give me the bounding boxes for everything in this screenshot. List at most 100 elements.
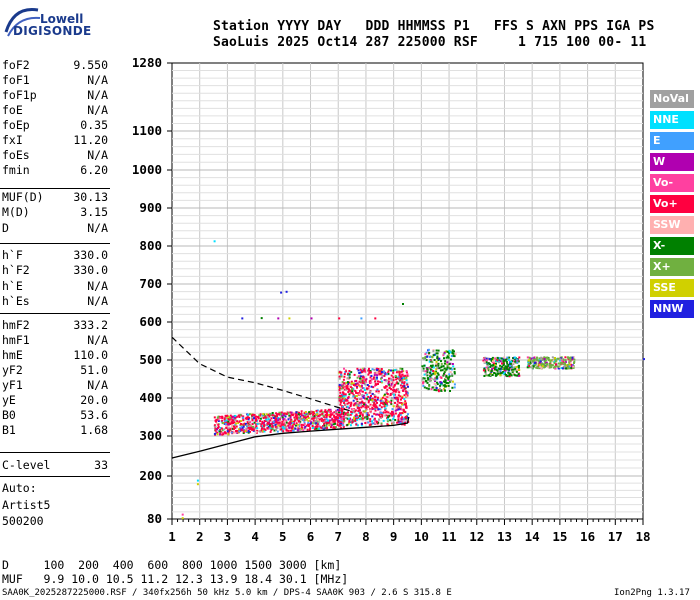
echo-point xyxy=(488,366,491,368)
echo-point xyxy=(307,425,310,427)
echo-point xyxy=(352,382,355,385)
echo-point xyxy=(295,416,298,419)
echo-point xyxy=(235,430,238,432)
echo-point xyxy=(320,417,323,420)
echo-point xyxy=(270,423,273,426)
echo-point xyxy=(271,427,274,430)
echo-point xyxy=(266,420,269,423)
echo-point xyxy=(357,406,360,409)
echo-point xyxy=(376,398,379,401)
echo-point xyxy=(347,401,350,404)
echo-point xyxy=(385,373,388,376)
echo-point xyxy=(517,366,520,369)
echo-point xyxy=(269,419,272,422)
echo-point xyxy=(255,429,258,432)
echo-point xyxy=(309,419,312,422)
echo-point xyxy=(240,429,243,432)
echo-point xyxy=(405,392,408,395)
echo-point xyxy=(363,380,366,383)
echo-point xyxy=(390,413,393,416)
echo-point xyxy=(398,406,401,409)
echo-point xyxy=(347,411,349,414)
echo-point xyxy=(328,424,331,427)
echo-point xyxy=(444,378,447,381)
echo-point xyxy=(340,393,343,396)
echo-point xyxy=(568,363,571,366)
echo-point xyxy=(397,421,400,424)
echo-point xyxy=(393,393,396,396)
echo-point xyxy=(313,426,316,429)
echo-point xyxy=(234,426,237,429)
echo-point xyxy=(440,381,443,384)
echo-point xyxy=(348,373,351,376)
echo-point xyxy=(370,404,373,407)
echo-point xyxy=(425,380,428,383)
echo-point xyxy=(387,380,390,383)
echo-point xyxy=(497,372,499,375)
echo-point xyxy=(371,392,374,395)
param-row: foEp 0.35 xyxy=(2,118,108,132)
echo-point xyxy=(269,430,272,433)
echo-point xyxy=(395,378,398,381)
echo-point xyxy=(402,408,405,411)
echo-point xyxy=(267,413,270,416)
echo-point xyxy=(445,368,448,371)
echo-point xyxy=(448,366,450,369)
echo-point xyxy=(242,419,245,422)
echo-point xyxy=(251,427,254,429)
echo-point xyxy=(235,425,238,428)
echo-point xyxy=(340,395,343,397)
echo-point xyxy=(450,355,453,358)
echo-point xyxy=(371,368,374,371)
echo-point xyxy=(568,367,571,370)
echo-point xyxy=(561,358,563,361)
echo-point xyxy=(293,420,295,423)
echo-point xyxy=(282,426,285,429)
echo-point xyxy=(315,426,318,428)
echo-point xyxy=(235,422,238,425)
echo-point xyxy=(387,370,390,373)
echo-point xyxy=(219,433,221,436)
echo-point xyxy=(538,357,541,360)
echo-point xyxy=(261,414,264,417)
echo-point xyxy=(437,349,440,352)
echo-point xyxy=(285,290,288,293)
param-value: 1.68 xyxy=(80,423,108,437)
echo-point xyxy=(403,402,406,404)
echo-point xyxy=(345,370,348,373)
echo-point xyxy=(321,412,324,415)
echo-point xyxy=(360,422,363,425)
echo-point xyxy=(315,422,318,425)
echo-point xyxy=(361,413,364,416)
echo-point xyxy=(398,370,401,373)
echo-point xyxy=(502,364,505,366)
echo-point xyxy=(358,380,361,383)
echo-point xyxy=(338,371,341,374)
echo-point xyxy=(352,404,355,407)
echo-point xyxy=(445,375,448,378)
echo-point xyxy=(234,414,237,417)
echo-point xyxy=(347,372,350,375)
echo-point xyxy=(359,385,362,388)
echo-point xyxy=(406,392,409,395)
echo-point xyxy=(290,411,293,414)
echo-point xyxy=(276,427,279,430)
echo-point xyxy=(252,428,255,431)
echo-point xyxy=(332,423,335,426)
echo-point xyxy=(343,382,346,385)
echo-point xyxy=(245,427,248,430)
y-tick-label: 1280 xyxy=(131,55,162,70)
echo-point xyxy=(327,419,329,422)
echo-point xyxy=(343,418,345,421)
echo-point xyxy=(343,388,346,391)
echo-point xyxy=(289,416,292,419)
echo-point xyxy=(447,354,450,357)
echo-point xyxy=(506,356,509,359)
echo-point xyxy=(399,378,402,381)
echo-point xyxy=(393,415,395,418)
echo-point xyxy=(438,357,441,360)
echo-point xyxy=(246,421,249,424)
echo-point xyxy=(242,429,245,432)
echo-point xyxy=(396,377,399,380)
echo-point xyxy=(221,433,224,436)
